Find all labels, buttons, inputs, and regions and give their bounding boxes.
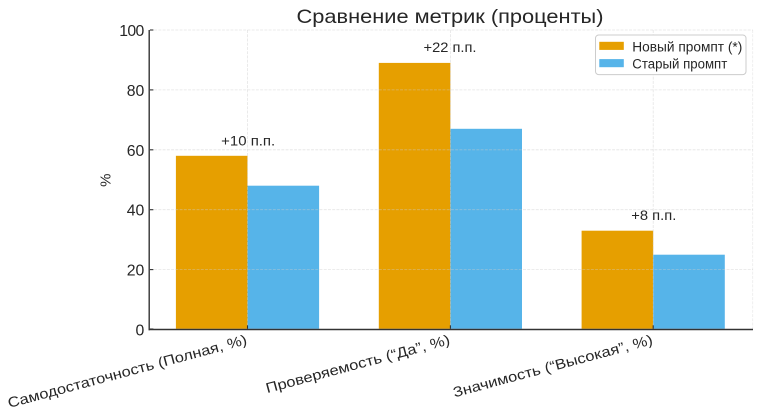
svg-text:+22 п.п.: +22 п.п.	[424, 40, 477, 56]
svg-text:+8 п.п.: +8 п.п.	[631, 208, 676, 224]
svg-text:Старый промпт: Старый промпт	[632, 57, 727, 72]
svg-text:60: 60	[127, 143, 145, 160]
svg-text:%: %	[98, 174, 115, 187]
svg-text:100: 100	[119, 23, 144, 40]
svg-text:Новый промпт (*): Новый промпт (*)	[632, 39, 742, 54]
svg-text:80: 80	[127, 83, 145, 100]
svg-text:20: 20	[127, 263, 145, 280]
svg-text:+10 п.п.: +10 п.п.	[221, 133, 275, 149]
svg-text:40: 40	[127, 203, 145, 220]
svg-text:0: 0	[136, 322, 145, 339]
svg-text:Сравнение метрик (проценты): Сравнение метрик (проценты)	[297, 6, 604, 28]
